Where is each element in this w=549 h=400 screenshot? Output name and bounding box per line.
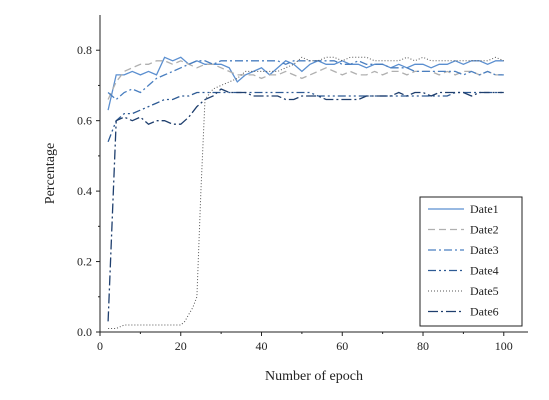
legend-label-date1: Date1 bbox=[470, 202, 499, 216]
y-tick-label: 0.0 bbox=[77, 325, 92, 339]
axes: 0 20 40 60 80 100 0.0 0.2 0.4 0.6 0.8 bbox=[77, 15, 528, 353]
x-tick-label: 60 bbox=[336, 339, 348, 353]
x-tick-label: 20 bbox=[175, 339, 187, 353]
x-tick-label: 100 bbox=[495, 339, 513, 353]
series-line-date1 bbox=[107, 56, 504, 111]
y-axis-label: Percentage bbox=[43, 143, 58, 204]
series-line-date6 bbox=[107, 88, 504, 322]
series-line-date4 bbox=[107, 91, 504, 143]
y-tick-label: 0.4 bbox=[77, 184, 92, 198]
legend: Date1 Date2 Date3 Date4 Date5 Date6 bbox=[419, 196, 523, 327]
x-tick-label: 0 bbox=[97, 339, 103, 353]
x-tick-label: 40 bbox=[256, 339, 268, 353]
series-line-date3 bbox=[107, 60, 504, 101]
y-tick-label: 0.2 bbox=[77, 255, 92, 269]
legend-label-date6: Date6 bbox=[470, 305, 499, 319]
x-tick-label: 80 bbox=[417, 339, 429, 353]
legend-label-date2: Date2 bbox=[470, 223, 499, 237]
series-layer bbox=[107, 56, 504, 329]
legend-box bbox=[419, 196, 523, 327]
legend-label-date4: Date4 bbox=[470, 264, 499, 278]
y-tick-label: 0.8 bbox=[77, 43, 92, 57]
y-tick-label: 0.6 bbox=[77, 114, 92, 128]
x-axis-label: Number of epoch bbox=[265, 369, 363, 384]
series-line-date2 bbox=[107, 60, 504, 100]
legend-label-date5: Date5 bbox=[470, 284, 499, 298]
legend-label-date3: Date3 bbox=[470, 243, 499, 257]
